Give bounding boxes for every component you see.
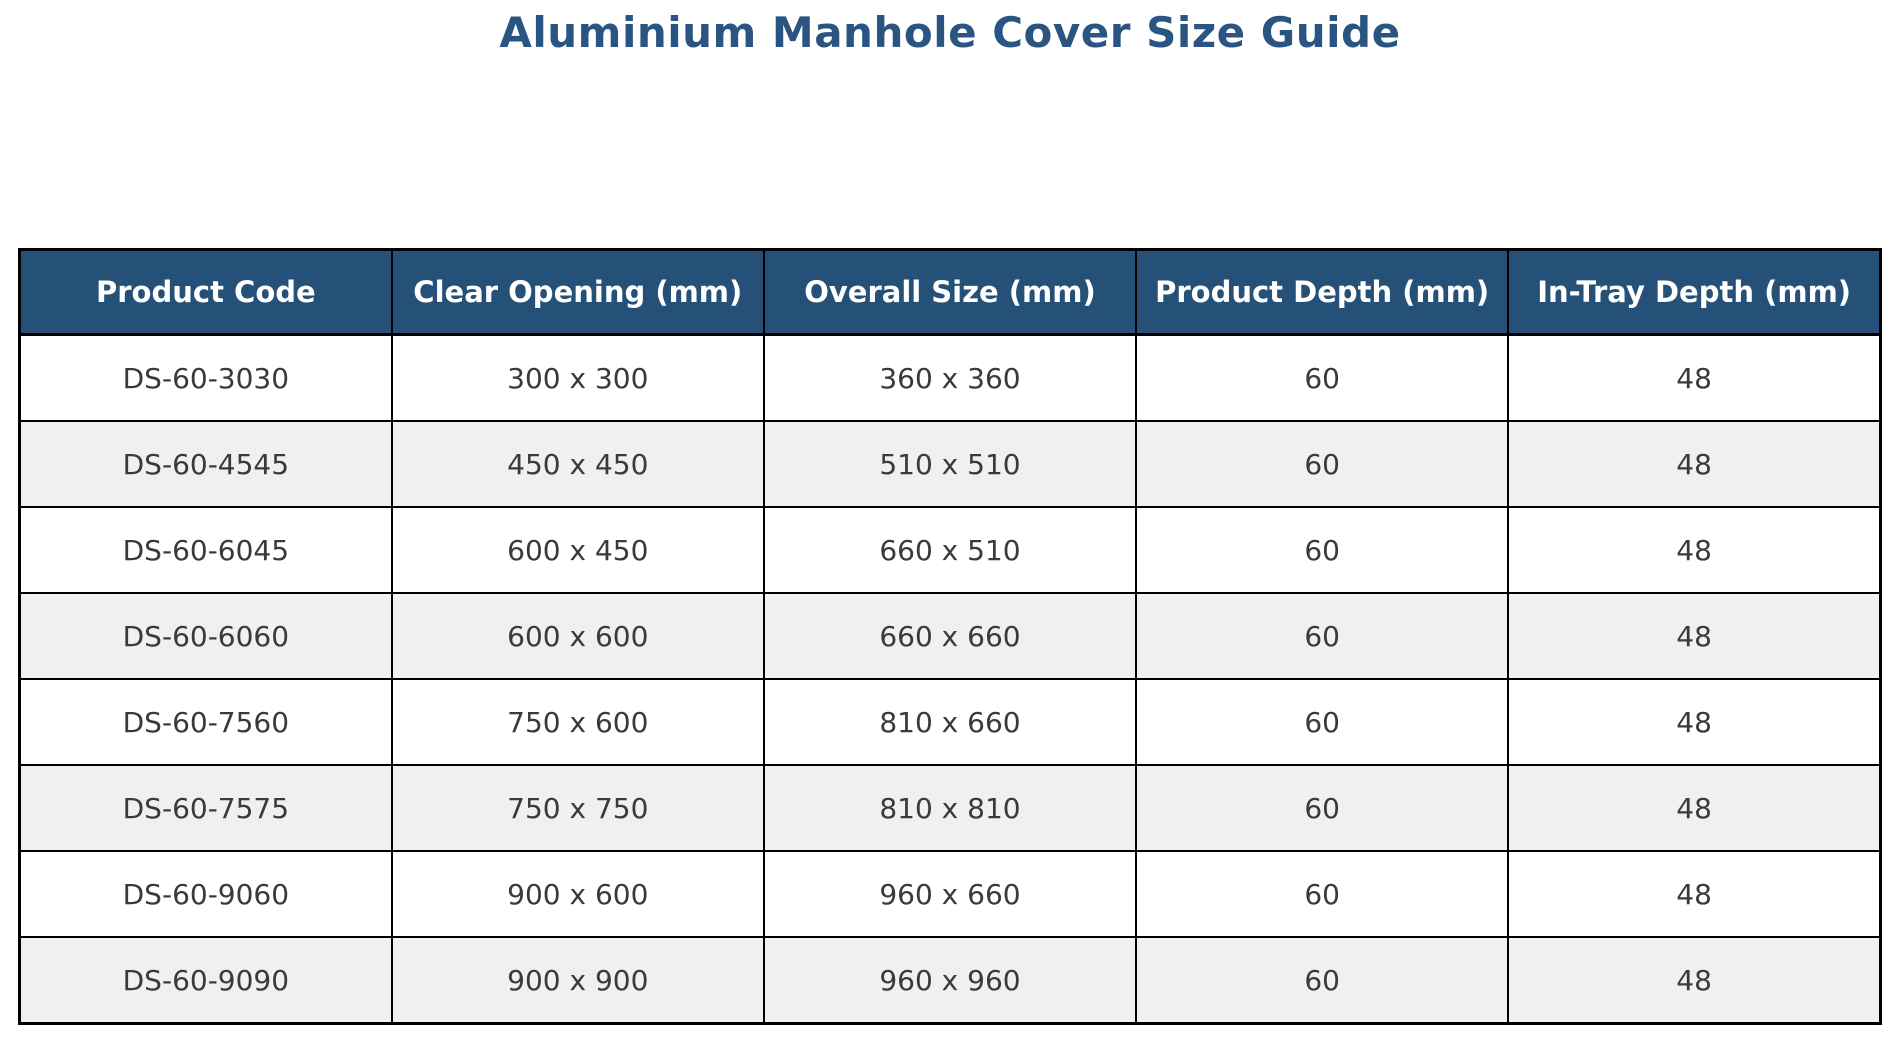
table-cell: 750 x 600 xyxy=(390,678,765,766)
column-header-clear-opening-mm: Clear Opening (mm) xyxy=(390,248,765,336)
table-cell: 48 xyxy=(1507,764,1882,852)
table-header-row: Product Code Clear Opening (mm) Overall Si… xyxy=(18,248,1882,336)
table-cell: 810 x 660 xyxy=(762,678,1138,766)
table-cell: 300 x 300 xyxy=(390,333,765,422)
table-cell: 960 x 660 xyxy=(762,850,1138,938)
table-cell: DS-60-4545 xyxy=(18,420,393,508)
table-cell: DS-60-3030 xyxy=(18,333,393,422)
table-cell: 60 xyxy=(1135,850,1510,938)
table-cell: 600 x 600 xyxy=(390,592,765,680)
column-header-product-code: Product Code xyxy=(18,248,393,336)
table-body: DS-60-3030 300 x 300 360 x 360 60 48 DS-60-45… xyxy=(18,333,1882,1025)
table-cell: 60 xyxy=(1135,506,1510,594)
table-header: Product Code Clear Opening (mm) Overall Si… xyxy=(18,248,1882,336)
table-cell: 660 x 660 xyxy=(762,592,1138,680)
table-cell: DS-60-9060 xyxy=(18,850,393,938)
table-cell: 450 x 450 xyxy=(390,420,765,508)
size-guide-table: Product Code Clear Opening (mm) Overall Si… xyxy=(18,248,1882,1025)
table-row: DS-60-7560 750 x 600 810 x 660 60 48 xyxy=(18,678,1882,766)
table-cell: 900 x 600 xyxy=(390,850,765,938)
table-row: DS-60-4545 450 x 450 510 x 510 60 48 xyxy=(18,420,1882,508)
table-cell: 48 xyxy=(1507,678,1882,766)
table-row: DS-60-3030 300 x 300 360 x 360 60 48 xyxy=(18,333,1882,422)
table-cell: 48 xyxy=(1507,333,1882,422)
table-cell: 750 x 750 xyxy=(390,764,765,852)
table-cell: 600 x 450 xyxy=(390,506,765,594)
table-cell: 60 xyxy=(1135,678,1510,766)
table-cell: DS-60-9090 xyxy=(18,936,393,1025)
table-cell: DS-60-6045 xyxy=(18,506,393,594)
table-cell: 360 x 360 xyxy=(762,333,1138,422)
table-row: DS-60-6045 600 x 450 660 x 510 60 48 xyxy=(18,506,1882,594)
column-header-in-tray-depth-mm: In-Tray Depth (mm) xyxy=(1507,248,1882,336)
table-row: DS-60-9060 900 x 600 960 x 660 60 48 xyxy=(18,850,1882,938)
table-cell: 60 xyxy=(1135,936,1510,1025)
column-header-product-depth-mm: Product Depth (mm) xyxy=(1135,248,1510,336)
page-title: Aluminium Manhole Cover Size Guide xyxy=(499,8,1401,57)
table-cell: 510 x 510 xyxy=(762,420,1138,508)
table-cell: DS-60-7560 xyxy=(18,678,393,766)
table-cell: 660 x 510 xyxy=(762,506,1138,594)
table-cell: 48 xyxy=(1507,936,1882,1025)
table-cell: 60 xyxy=(1135,764,1510,852)
table-cell: DS-60-7575 xyxy=(18,764,393,852)
column-header-overall-size-mm: Overall Size (mm) xyxy=(762,248,1138,336)
table-row: DS-60-6060 600 x 600 660 x 660 60 48 xyxy=(18,592,1882,680)
table-cell: 48 xyxy=(1507,850,1882,938)
table-cell: 960 x 960 xyxy=(762,936,1138,1025)
table-cell: 48 xyxy=(1507,592,1882,680)
table-cell: 48 xyxy=(1507,506,1882,594)
table-cell: 60 xyxy=(1135,420,1510,508)
table-cell: 900 x 900 xyxy=(390,936,765,1025)
table-row: DS-60-7575 750 x 750 810 x 810 60 48 xyxy=(18,764,1882,852)
table-cell: 60 xyxy=(1135,333,1510,422)
table-cell: 48 xyxy=(1507,420,1882,508)
table-cell: 60 xyxy=(1135,592,1510,680)
table-cell: DS-60-6060 xyxy=(18,592,393,680)
table-row: DS-60-9090 900 x 900 960 x 960 60 48 xyxy=(18,936,1882,1025)
table-cell: 810 x 810 xyxy=(762,764,1138,852)
